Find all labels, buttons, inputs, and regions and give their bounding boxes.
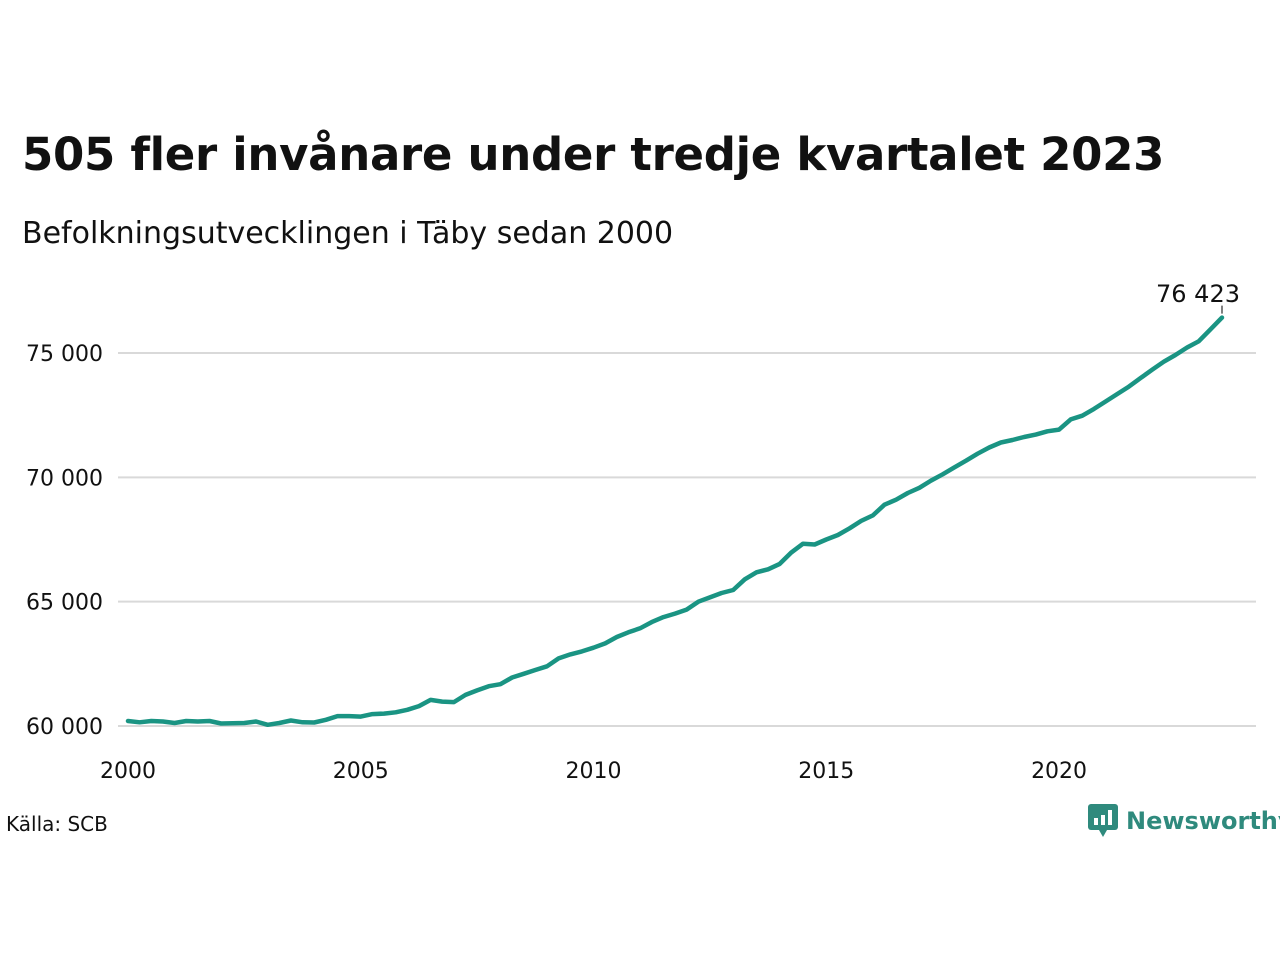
y-tick-label: 70 000 bbox=[26, 466, 103, 491]
x-tick-label: 2015 bbox=[798, 759, 854, 784]
brand-logo[interactable]: Newsworthy bbox=[1088, 804, 1280, 838]
y-tick-label: 65 000 bbox=[26, 591, 103, 616]
chart-title: 505 fler invånare under tredje kvartalet… bbox=[22, 128, 1165, 181]
brand-name: Newsworthy bbox=[1126, 807, 1280, 835]
series-group bbox=[125, 315, 1225, 728]
x-axis-ticks: 2000 2005 2010 2015 2020 bbox=[100, 759, 1087, 784]
end-annotation: 76 423 bbox=[1156, 280, 1240, 314]
y-axis-ticks: 60 000 65 000 70 000 75 000 bbox=[26, 342, 103, 740]
series-line bbox=[125, 315, 1225, 728]
end-value-label: 76 423 bbox=[1156, 280, 1240, 308]
x-tick-label: 2000 bbox=[100, 759, 156, 784]
x-tick-label: 2020 bbox=[1031, 759, 1087, 784]
newsworthy-logo-icon bbox=[1088, 804, 1118, 837]
y-tick-label: 75 000 bbox=[26, 342, 103, 367]
chart-subtitle: Befolkningsutvecklingen i Täby sedan 200… bbox=[22, 216, 674, 251]
y-tick-label: 60 000 bbox=[26, 715, 103, 740]
source-note: Källa: SCB bbox=[6, 812, 108, 836]
x-tick-label: 2005 bbox=[333, 759, 389, 784]
x-tick-label: 2010 bbox=[566, 759, 622, 784]
gridlines bbox=[118, 352, 1256, 727]
